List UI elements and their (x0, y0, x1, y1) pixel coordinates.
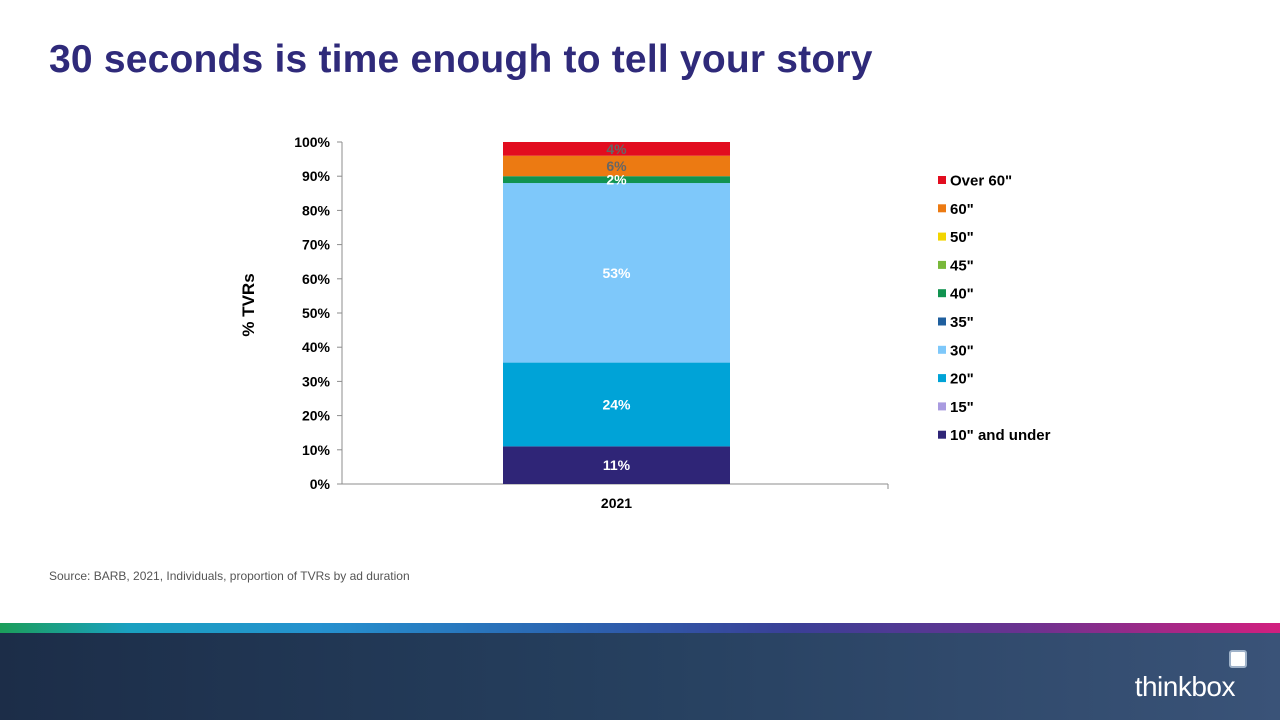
legend-label: 50" (950, 229, 974, 246)
data-label: 6% (606, 158, 627, 174)
y-axis-title: % TVRs (239, 273, 258, 336)
data-label: 2% (606, 172, 627, 188)
y-tick-label: 100% (294, 134, 330, 150)
legend-swatch (938, 402, 946, 411)
legend-swatch (938, 374, 946, 383)
legend-label: 60" (950, 201, 974, 218)
bar-segment (503, 142, 730, 156)
x-tick-label: 2021 (601, 495, 632, 511)
x-axis: 2021 (342, 483, 889, 511)
y-tick-label: 40% (302, 339, 331, 355)
y-tick-label: 30% (302, 373, 331, 389)
data-label: 53% (602, 265, 631, 281)
legend-label: 20" (950, 371, 974, 388)
legend-label: 45" (950, 257, 974, 274)
legend-swatch (938, 289, 946, 298)
logo-square-icon (1229, 650, 1247, 668)
y-tick-label: 10% (302, 442, 331, 458)
legend-label: 40" (950, 286, 974, 303)
source-note: Source: BARB, 2021, Individuals, proport… (49, 569, 410, 583)
stacked-bar-chart: 0% 10% 20% 30% 40% 50% 60% 70% 80% 90% 100% 2021 1… (239, 134, 1051, 511)
footer-band: thinkbox (0, 633, 1280, 720)
legend-label: 35" (950, 314, 974, 331)
legend-label: 15" (950, 399, 974, 416)
chart-legend: Over 60" 60" 50" 45" 40" 35" 30" 20" 15" 10" and … (938, 173, 1051, 444)
bar-segment (503, 446, 730, 484)
brand-name: thinkbox (1134, 671, 1236, 702)
y-tick-label: 50% (302, 305, 331, 321)
y-tick-label: 90% (302, 168, 331, 184)
bar-segment (503, 183, 730, 363)
data-label: 24% (602, 396, 631, 412)
y-tick-label: 20% (302, 408, 331, 424)
legend-swatch (938, 232, 946, 241)
legend-swatch (938, 317, 946, 326)
legend-swatch (938, 260, 946, 269)
y-axis: 0% 10% 20% 30% 40% 50% 60% 70% 80% 90% 100% (294, 134, 343, 492)
bar-stack-2021 (503, 142, 730, 484)
bar-segment (503, 362, 730, 447)
footer-gradient-stripe (0, 623, 1280, 633)
bar-segment (503, 155, 730, 177)
data-label: 4% (606, 141, 627, 157)
slide-title: 30 seconds is time enough to tell your s… (49, 38, 873, 81)
y-tick-label: 60% (302, 271, 331, 287)
legend-label: 10" and under (950, 427, 1051, 444)
legend-swatch (938, 430, 946, 439)
legend-swatch (938, 204, 946, 213)
data-label: 11% (603, 457, 631, 473)
y-tick-label: 0% (310, 476, 331, 492)
bar-data-labels: 11% 24% 53% 2%6%4% (602, 141, 631, 473)
bar-segment (503, 176, 730, 184)
legend-label: Over 60" (950, 173, 1012, 190)
legend-swatch (938, 176, 946, 184)
y-tick-label: 80% (302, 202, 331, 218)
legend-label: 30" (950, 342, 974, 359)
legend-swatch (938, 345, 946, 354)
y-tick-label: 70% (302, 237, 331, 253)
